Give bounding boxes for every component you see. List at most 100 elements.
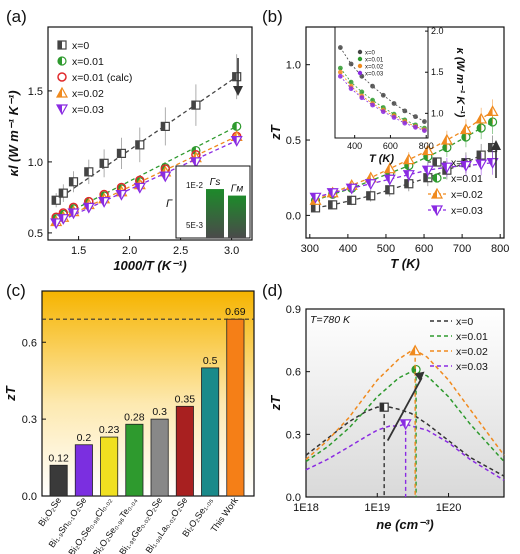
inset-data-point [359,89,365,95]
bar-category-label: Bi₂O₂Se [36,495,63,528]
data-point-fill [327,188,333,198]
inset-data-point [370,97,375,103]
inset-y-tick-label: 1.0 [431,108,444,118]
data-point-fill [231,136,237,146]
data-point-fill [460,161,466,171]
legend-label: x=0.01 [451,173,483,185]
inset-legend-marker [357,70,363,76]
trend-arrow-head [414,371,425,382]
inset-y-label: κ (W m⁻¹ K⁻¹) [454,48,466,118]
trend-arrow-head [233,86,243,96]
trend-arrow [386,377,423,442]
data-point-fill [442,143,447,152]
data-point-fill [366,191,371,200]
bar [100,436,119,497]
data-point-fill [460,124,466,134]
inset-data-point [359,73,365,79]
legend-label: x=0.02 [451,189,483,201]
legend-marker-fill [432,206,437,215]
inset-data-point [348,61,354,67]
bar-value-label: 0.2 [77,432,92,444]
inset-bar-label: Γм [231,184,244,195]
inset-data-point [348,79,354,85]
data-point-fill [403,154,409,164]
y-tick-label: 0.6 [286,367,301,379]
y-tick-label: 0.3 [22,414,37,426]
inset-data-point [380,109,386,115]
data-point-fill [160,172,166,182]
x-tick-label: 300 [301,243,319,255]
data-point-fill [52,196,57,205]
inset-data-point [370,102,375,108]
legend-marker-fill [58,57,62,65]
data-point-fill [423,173,428,182]
x-tick-label: 3.0 [224,245,239,257]
y-tick-label: 1.0 [286,60,301,72]
data-point-fill [328,200,333,209]
data-point-fill [58,214,64,224]
trend-arrow-head [491,140,501,150]
x-axis-label: T (K) [390,256,420,271]
inset-bar [206,189,224,238]
legend-marker-fill [432,189,437,198]
x-tick-label: 600 [415,243,433,255]
fit-line [55,76,238,201]
x-tick-label: 700 [453,243,471,255]
data-point-fill [311,203,316,212]
bar [49,464,68,497]
data-point-fill [134,183,140,193]
plot-frame [41,290,255,497]
inset-y-label: Γ [166,198,173,210]
inset-data-point [337,65,343,71]
x-axis-label: ne (cm⁻³) [376,517,433,532]
inset-data-point [413,114,418,120]
inset-legend-marker [357,63,363,69]
panel-c-background [42,291,254,496]
legend-label: x=0 [456,316,473,328]
data-point-fill [442,166,447,175]
series-line [315,161,493,198]
legend-marker-fill [433,158,437,166]
data-point-fill [441,135,447,145]
chart-a: 1.5 2.0 2.5 3.0 0.5 1.0 1.5 1000/T (K⁻¹) κl (W m… [6,26,253,273]
y-tick-label: 1.0 [28,157,43,169]
data-point-fill [84,167,89,176]
inset-data-point [359,95,365,101]
panel-d-background [306,309,504,497]
legend-label: x=0.01 [72,56,104,68]
inset-bar-label: Γs [210,177,221,188]
data-point-fill [161,122,166,131]
inset-y-tick-label: 2.0 [431,26,444,36]
inset-legend-label: x=0 [365,51,376,57]
data-point-fill [422,145,428,155]
inset-data-point [337,45,343,50]
data-point-fill [135,140,140,149]
y-tick-label: 1.5 [28,86,43,98]
y-axis-label: zT [3,385,18,402]
data-point-fill [476,160,482,170]
data-point-fill [384,175,390,185]
legend-label: x=0.01 (calc) [72,72,132,84]
data-point-fill [117,149,122,158]
y-axis-label: κl (W m⁻¹ K⁻¹) [6,90,21,176]
panel-label-b: (b) [262,7,283,26]
data-point-fill [365,179,371,189]
bar [150,418,169,497]
x-tick-label: 500 [377,243,395,255]
bar-value-label: 0.69 [225,306,246,318]
bar [226,318,245,497]
data-point-fill [488,143,493,152]
bar [125,423,144,497]
x-tick-label: 1.5 [71,245,86,257]
legend-marker-fill [57,88,62,97]
panel-label-c: (c) [6,281,26,300]
data-point-fill [441,163,447,173]
legend-label: x=0 [72,40,89,52]
data-point-fill [347,196,352,205]
data-point-fill [99,197,105,207]
data-point-fill [190,157,196,167]
x-tick-label: 1E20 [436,502,462,514]
x-tick-label: 2.0 [122,245,137,257]
data-point-fill [69,177,74,186]
